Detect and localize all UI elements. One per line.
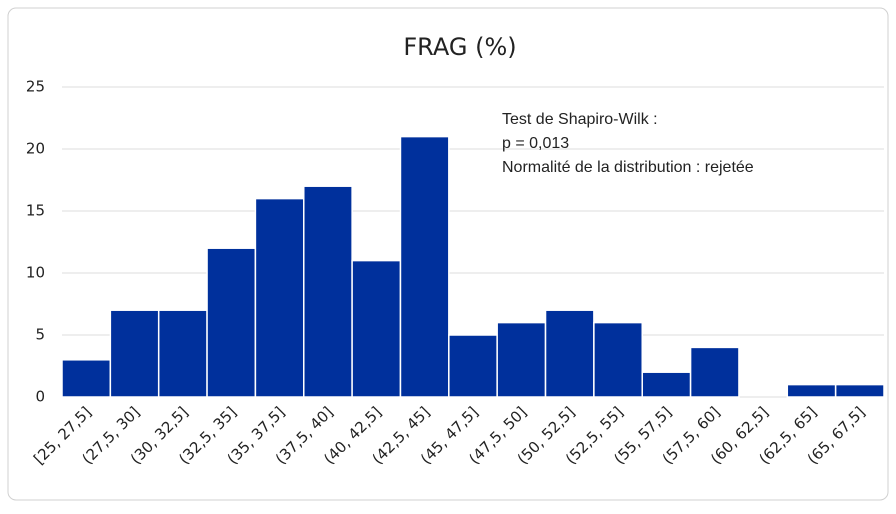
annotation: p = 0,013 xyxy=(502,135,569,152)
bar xyxy=(689,346,740,398)
bar xyxy=(593,321,643,398)
bar xyxy=(399,135,450,398)
y-tick-label: 5 xyxy=(35,326,45,344)
bar xyxy=(206,247,257,398)
bar xyxy=(254,197,305,398)
bar xyxy=(303,185,353,398)
y-tick-label: 0 xyxy=(35,388,45,406)
chart-title: FRAG (%) xyxy=(403,33,516,61)
bar xyxy=(786,383,837,398)
bar xyxy=(544,309,595,398)
y-tick-label: 25 xyxy=(26,78,45,96)
annotation: Normalité de la distribution : rejetée xyxy=(502,159,754,176)
bar xyxy=(496,321,547,398)
annotation: Test de Shapiro-Wilk : xyxy=(502,111,658,128)
y-tick-label: 20 xyxy=(26,140,45,158)
bar xyxy=(448,334,498,398)
bar xyxy=(641,371,692,398)
y-tick-label: 15 xyxy=(26,202,45,220)
bar xyxy=(834,383,885,398)
bar xyxy=(109,309,160,398)
bar xyxy=(61,359,112,398)
bar xyxy=(351,259,402,398)
y-tick-label: 10 xyxy=(26,264,45,282)
bar xyxy=(157,309,208,398)
